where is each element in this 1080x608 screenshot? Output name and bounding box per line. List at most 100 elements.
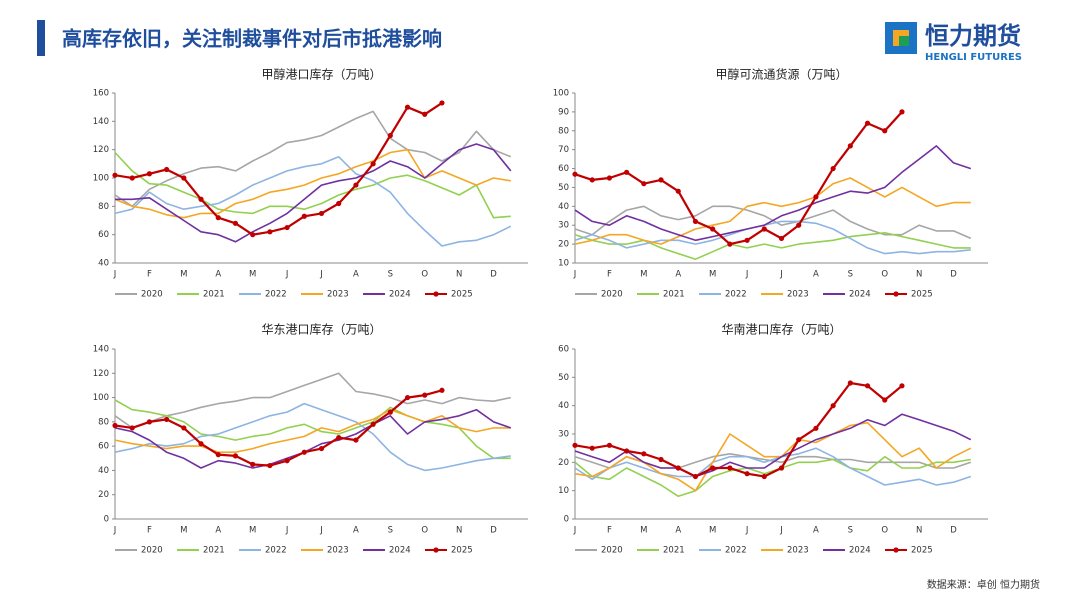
series-line [574,232,971,260]
series-marker [641,181,647,187]
y-tick-label: 60 [558,164,569,174]
series-marker [318,445,325,452]
series-marker [589,445,595,451]
series-marker [710,226,716,232]
series-marker [181,175,187,181]
series-marker [250,461,256,467]
series-line [574,220,971,255]
x-tick-label: A [353,270,359,280]
x-tick-label: F [147,526,152,536]
y-tick-label: 70 [558,145,569,155]
y-tick-label: 160 [93,89,109,99]
y-tick-label: 80 [98,202,109,212]
series-marker [301,213,307,219]
legend-label: 2020 [141,546,163,556]
series-marker [284,458,290,464]
series-marker [692,473,699,480]
y-tick-label: 10 [558,259,569,269]
series-marker [370,421,376,427]
series-marker [404,104,411,110]
y-tick-label: 50 [558,183,569,193]
source-note: 数据来源：卓创 恒力期货 [927,578,1040,591]
legend-label: 2025 [911,546,933,556]
x-tick-label: J [745,526,749,536]
series-marker [830,165,836,172]
x-tick-label: M [249,270,256,280]
legend-label: 2024 [849,546,871,556]
x-tick-label: A [813,270,819,280]
series-marker [675,188,681,194]
x-tick-label: D [950,270,957,280]
legend-marker [893,291,899,297]
series-marker [164,166,170,173]
legend-label: 2022 [725,546,747,556]
legend-label: 2020 [141,290,163,300]
series-marker [572,171,578,177]
y-tick-label: 0 [104,515,109,525]
x-tick-label: M [640,270,647,280]
series-line [574,381,903,478]
series-marker [267,229,273,235]
series-line [114,148,511,219]
series-marker [778,235,785,242]
series-line [114,402,511,472]
y-tick-label: 0 [564,515,569,525]
x-tick-label: M [249,526,256,536]
series-marker [318,210,325,217]
logo-text: 恒力期货 [925,22,1021,50]
x-tick-label: S [388,526,393,536]
legend-label: 2023 [327,290,349,300]
x-tick-label: N [456,526,462,536]
series-marker [112,172,118,178]
x-tick-label: M [709,270,716,280]
x-tick-label: S [848,270,853,280]
legend-label: 2024 [389,546,411,556]
legend-label: 2021 [203,290,225,300]
x-tick-label: F [147,270,152,280]
series-marker [589,177,595,183]
series-line [114,408,512,469]
legend-label: 2021 [663,546,685,556]
x-tick-label: J [779,270,783,280]
series-marker [129,425,135,431]
x-tick-label: D [950,526,957,536]
legend-label: 2020 [601,546,623,556]
series-marker [198,441,204,447]
y-tick-label: 80 [98,417,109,427]
series-marker [864,383,871,389]
series-line [114,389,443,467]
series-marker [215,452,221,458]
series-marker [422,392,428,398]
series-marker [727,241,733,247]
x-tick-label: S [848,526,853,536]
series-marker [847,143,853,149]
series-marker [675,465,681,471]
x-tick-label: J [113,526,117,536]
series-marker [250,232,256,238]
series-marker [813,194,819,200]
series-marker [624,448,630,454]
x-tick-label: A [813,526,819,536]
series-marker [370,161,376,167]
x-tick-label: J [573,270,577,280]
x-tick-label: F [607,270,612,280]
y-tick-label: 40 [98,259,109,269]
series-marker [232,220,239,226]
x-tick-label: O [881,270,888,280]
x-tick-label: J [285,270,289,280]
y-tick-label: 60 [98,230,109,240]
series-marker [606,442,613,448]
y-tick-label: 60 [558,345,569,355]
x-tick-label: A [215,270,221,280]
series-line [115,143,512,243]
x-tick-label: N [916,526,922,536]
page-title: 高库存依旧，关注制裁事件对后市抵港影响 [62,27,442,51]
series-marker [899,109,905,115]
y-tick-label: 60 [98,442,109,452]
y-tick-label: 30 [558,221,569,231]
series-marker [353,437,359,443]
series-line [574,177,971,245]
chart-title: 甲醇港口库存（万吨） [261,67,381,82]
y-tick-label: 10 [558,486,569,496]
